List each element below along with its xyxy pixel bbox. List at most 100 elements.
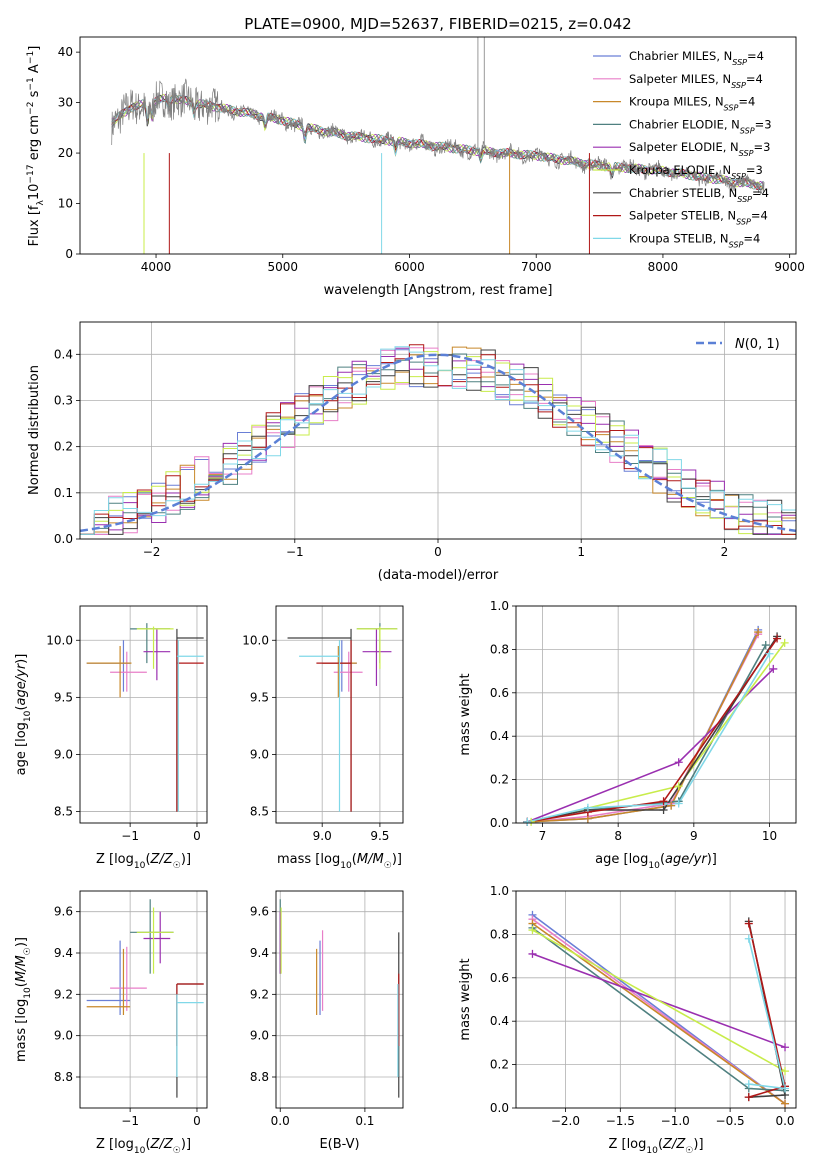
- chart-age_vs_mass: 9.0 9.5 8.5 9.0 9.5 10.0 mass [log10(M/M☉)]: [242, 605, 404, 871]
- x-axis-label: (data-model)/error: [378, 568, 499, 583]
- data-point-marker: [528, 949, 537, 958]
- data-point-marker: [754, 628, 763, 637]
- y-tick-label: 0.0: [490, 816, 509, 830]
- data-point-marker: [674, 799, 683, 808]
- chart-mass_vs_Z: −1 0 8.8 9.0 9.2 9.4 9.6 Z [log10(Z/Z☉)] mass [l…: [14, 890, 208, 1156]
- y-tick-label: 0.4: [54, 347, 73, 361]
- x-tick-label: 8: [614, 829, 622, 843]
- y-tick-label: 9.6: [250, 905, 269, 919]
- y-tick-label: 0.1: [54, 486, 73, 500]
- plot-area: [532, 914, 787, 1105]
- data-point-marker: [583, 803, 592, 812]
- y-tick-label: 1.0: [490, 599, 509, 613]
- y-tick-label: 10.0: [46, 633, 73, 647]
- plot-area: [111, 37, 765, 254]
- chart-weight_vs_Z: −2.0 −1.5 −1.0 −0.5 0.0 0.0 0.2 0.4 0.6 0.8 1.0 Z […: [458, 884, 797, 1156]
- y-tick-label: 0.4: [490, 729, 509, 743]
- y-tick-label: 9.0: [54, 747, 73, 761]
- x-tick-label: 2: [721, 545, 729, 559]
- residual-histogram-step: [80, 346, 796, 535]
- x-tick-label: 0: [193, 1114, 201, 1128]
- plot-area: [279, 899, 400, 1098]
- series-line: [527, 653, 771, 823]
- chart-residuals: −2 −1 0 1 2 0.0 0.1 0.2 0.3 0.4 (data-model)/error…: [27, 321, 797, 583]
- legend-label: Salpeter ELODIE, NSSP=3: [629, 140, 770, 158]
- y-tick-label: 9.2: [250, 987, 269, 1001]
- x-tick-label: −1.0: [661, 1114, 690, 1128]
- x-tick-label: 9.0: [313, 829, 332, 843]
- x-tick-label: −2.0: [551, 1114, 580, 1128]
- legend-label: Salpeter STELIB, NSSP=4: [629, 209, 768, 227]
- legend-label: Salpeter MILES, NSSP=4: [629, 72, 763, 90]
- series-line: [527, 668, 774, 823]
- x-tick-label: 0.1: [355, 1114, 374, 1128]
- chart-age_vs_Z: −1 0 8.5 9.0 9.5 10.0 Z [log10(Z/Z☉)] age [log1…: [14, 605, 208, 871]
- y-tick-label: 0.6: [490, 686, 509, 700]
- x-tick-label: 0.0: [775, 1114, 794, 1128]
- y-axis-label: mass weight: [458, 673, 473, 755]
- axes-frame: [79, 605, 208, 824]
- y-axis-label: mass [log10(M/M☉)]: [14, 937, 33, 1062]
- residual-histogram-step: [80, 349, 796, 535]
- y-tick-label: 9.2: [54, 987, 73, 1001]
- y-tick-label: 9.5: [54, 690, 73, 704]
- x-tick-label: 9: [690, 829, 698, 843]
- y-tick-label: 9.0: [250, 747, 269, 761]
- x-tick-label: −1: [121, 829, 139, 843]
- x-axis-label: E(B-V): [319, 1137, 359, 1152]
- plot-area: [287, 623, 398, 812]
- y-tick-label: 0.3: [54, 393, 73, 407]
- legend-label: N(0, 1): [735, 337, 780, 352]
- y-axis-label: age [log10(age/yr)]: [14, 654, 33, 776]
- legend-label: Chabrier MILES, NSSP=4: [629, 49, 764, 67]
- y-tick-label: 8.5: [54, 805, 73, 819]
- residual-histogram-step: [80, 344, 796, 535]
- x-tick-label: 8000: [648, 260, 679, 274]
- x-axis-label: mass [log10(M/M☉)]: [277, 852, 402, 871]
- x-tick-label: 4000: [141, 260, 172, 274]
- data-point-marker: [674, 758, 683, 767]
- x-axis-label: Z [log10(Z/Z☉)]: [96, 852, 191, 871]
- data-point-marker: [674, 782, 683, 791]
- data-point-marker: [781, 1067, 790, 1076]
- data-point-marker: [744, 934, 753, 943]
- y-tick-label: 9.6: [54, 905, 73, 919]
- x-tick-label: 5000: [267, 260, 298, 274]
- y-axis-label: Flux [fλ10−17 erg cm−2 s−1 A−1]: [26, 46, 46, 247]
- axes-frame: [515, 890, 797, 1109]
- data-point-marker: [659, 797, 668, 806]
- x-tick-label: 1: [577, 545, 585, 559]
- y-tick-label: 0.2: [54, 440, 73, 454]
- legend-label: Kroupa ELODIE, NSSP=3: [629, 163, 763, 181]
- data-point-marker: [773, 634, 782, 643]
- x-tick-label: −0.5: [716, 1114, 745, 1128]
- series-line: [527, 631, 759, 823]
- x-tick-label: 10: [762, 829, 777, 843]
- axes-frame: [515, 605, 797, 824]
- y-tick-label: 8.8: [54, 1070, 73, 1084]
- x-tick-label: 7: [539, 829, 547, 843]
- y-tick-label: 20: [58, 146, 73, 160]
- plot-area: [527, 629, 786, 823]
- y-tick-label: 9.0: [250, 1029, 269, 1043]
- series-line: [532, 929, 786, 1072]
- x-tick-label: −1: [121, 1114, 139, 1128]
- y-tick-label: 0.0: [54, 532, 73, 546]
- data-point-marker: [659, 805, 668, 814]
- axes-frame: [79, 36, 797, 255]
- plot-area: [86, 899, 204, 1098]
- data-spectrum-line: [111, 78, 765, 195]
- data-point-marker: [523, 817, 532, 826]
- x-axis-label: age [log10(age/yr)]: [595, 852, 717, 871]
- data-point-marker: [780, 638, 789, 647]
- y-tick-label: 9.4: [54, 946, 73, 960]
- legend: Chabrier MILES, NSSP=4 Salpeter MILES, NS…: [593, 49, 772, 249]
- x-tick-label: 0: [193, 829, 201, 843]
- legend-label: Kroupa STELIB, NSSP=4: [629, 231, 760, 249]
- axes-frame: [275, 890, 404, 1109]
- x-tick-label: 0.0: [271, 1114, 290, 1128]
- x-tick-label: 7000: [521, 260, 552, 274]
- x-tick-label: 9000: [774, 260, 805, 274]
- y-tick-label: 0.8: [490, 927, 509, 941]
- x-tick-label: 9.5: [370, 829, 389, 843]
